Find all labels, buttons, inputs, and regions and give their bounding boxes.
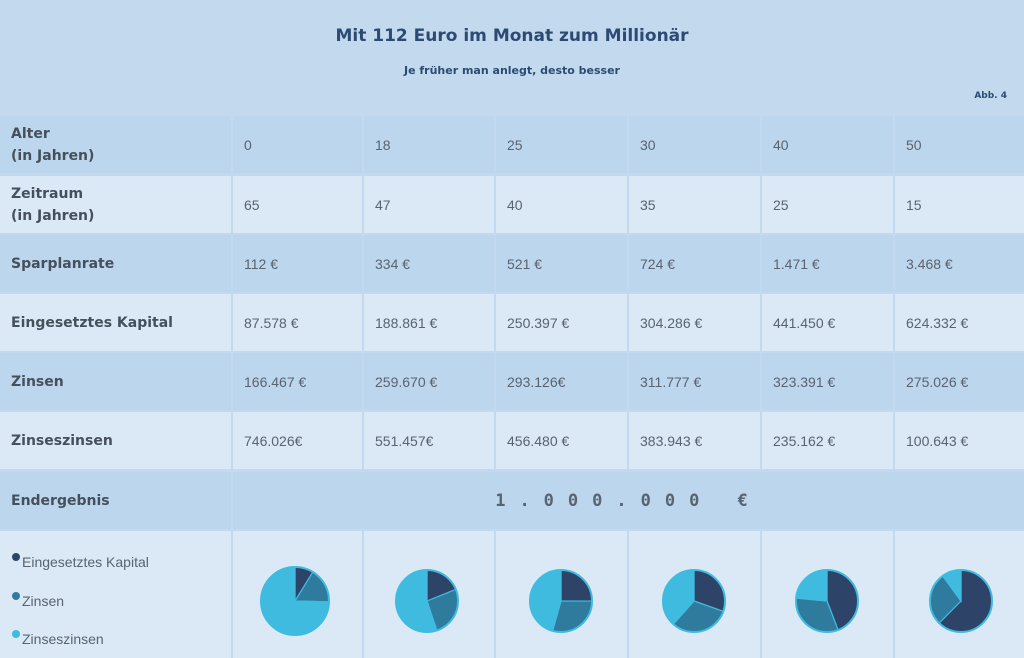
- legend-label: Zinseszinsen: [22, 631, 104, 647]
- table-cell: 323.391 €: [762, 353, 893, 410]
- table-cell: 311.777 €: [629, 353, 760, 410]
- legend-swatch-icon: [12, 630, 20, 638]
- table-cell: 383.943 €: [629, 412, 760, 469]
- legend-cell: [0, 531, 231, 658]
- pie-outline: [795, 569, 859, 633]
- chart-subtitle: Je früher man anlegt, desto besser: [404, 64, 620, 77]
- end-result-label: Endergebnis: [0, 472, 231, 529]
- figure-reference: Abb. 4: [974, 91, 1007, 101]
- table-cell: 521 €: [496, 235, 627, 292]
- chart-header: Mit 112 Euro im Monat zum Millionär Je f…: [0, 0, 1024, 116]
- legend-item: Eingesetztes Kapital: [12, 553, 149, 570]
- pie-chart: [662, 569, 726, 633]
- pie-chart: [260, 566, 330, 636]
- table-cell: 25: [762, 176, 893, 233]
- table-cell: 1.471 €: [762, 235, 893, 292]
- pie-chart: [395, 569, 459, 633]
- pie-outline: [662, 569, 726, 633]
- row-label: Alter (in Jahren): [0, 116, 231, 173]
- table-cell: 25: [496, 116, 627, 173]
- table-row: Eingesetztes Kapital 87.578 €188.861 €250…: [0, 294, 1024, 351]
- table-cell: 112 €: [233, 235, 362, 292]
- table-row: Zeitraum (in Jahren) 65 47 40 35 25 15: [0, 176, 1024, 233]
- table-row: Alter (in Jahren) 0 18 25 30 40 50: [0, 116, 1024, 173]
- table-cell: 250.397 €: [496, 294, 627, 351]
- pie-outline: [260, 566, 330, 636]
- pie-outline: [929, 569, 993, 633]
- table-cell: 293.126€: [496, 353, 627, 410]
- row-label: Eingesetztes Kapital: [0, 294, 231, 351]
- table-cell: 724 €: [629, 235, 760, 292]
- legend-item: Zinseszinsen: [12, 630, 104, 647]
- table-cell: 65: [233, 176, 362, 233]
- legend-swatch-icon: [12, 553, 20, 561]
- legend-label: Zinsen: [22, 593, 65, 609]
- table-cell: 746.026€: [233, 412, 362, 469]
- row-label: Sparplanrate: [0, 235, 231, 292]
- table-cell: 3.468 €: [895, 235, 1024, 292]
- table-row: Zinsen 166.467 €259.670 €293.126€ 311.777 …: [0, 353, 1024, 410]
- table-row: Zinseszinsen 746.026€ 551.457€ 456.480 €383…: [0, 412, 1024, 469]
- pie-chart: [795, 569, 859, 633]
- table-cell: 166.467 €: [233, 353, 362, 410]
- table-cell: 0: [233, 116, 362, 173]
- table-cell: 551.457€: [364, 412, 494, 469]
- table-cell: 30: [629, 116, 760, 173]
- table-cell: 259.670 €: [364, 353, 494, 410]
- legend-label: Eingesetztes Kapital: [22, 554, 149, 570]
- table-cell: 624.332 €: [895, 294, 1024, 351]
- pie-chart: [529, 569, 593, 633]
- table-cell: 188.861 €: [364, 294, 494, 351]
- table-cell: 334 €: [364, 235, 494, 292]
- pie-outline: [529, 569, 593, 633]
- table-cell: 40: [762, 116, 893, 173]
- table-cell: 456.480 €: [496, 412, 627, 469]
- table-cell: 18: [364, 116, 494, 173]
- legend-item: Zinsen: [12, 592, 65, 609]
- legend-swatch-icon: [12, 592, 20, 600]
- table-cell: 235.162 €: [762, 412, 893, 469]
- pie-chart-row: Eingesetztes Kapital Zinsen Zinseszinsen: [0, 531, 1024, 658]
- table-cell: 47: [364, 176, 494, 233]
- pie-outline: [395, 569, 459, 633]
- table-cell: 35: [629, 176, 760, 233]
- table-cell: 441.450 €: [762, 294, 893, 351]
- end-result-value: 1.000.000 €: [233, 472, 1024, 529]
- table-cell: 100.643 €: [895, 412, 1024, 469]
- pie-chart: [929, 569, 993, 633]
- row-label: Zinsen: [0, 353, 231, 410]
- table-cell: 275.026 €: [895, 353, 1024, 410]
- table-row: Sparplanrate 112 €334 €521 €724 €1.471 €3…: [0, 235, 1024, 292]
- end-result-row: Endergebnis 1.000.000 €: [0, 472, 1024, 529]
- row-label: Zeitraum (in Jahren): [0, 176, 231, 233]
- table-cell: 40: [496, 176, 627, 233]
- chart-title: Mit 112 Euro im Monat zum Millionär: [335, 26, 689, 46]
- table-cell: 304.286 €: [629, 294, 760, 351]
- table-cell: 87.578 €: [233, 294, 362, 351]
- table-cell: 15: [895, 176, 1024, 233]
- table-cell: 50: [895, 116, 1024, 173]
- row-label: Zinseszinsen: [0, 412, 231, 469]
